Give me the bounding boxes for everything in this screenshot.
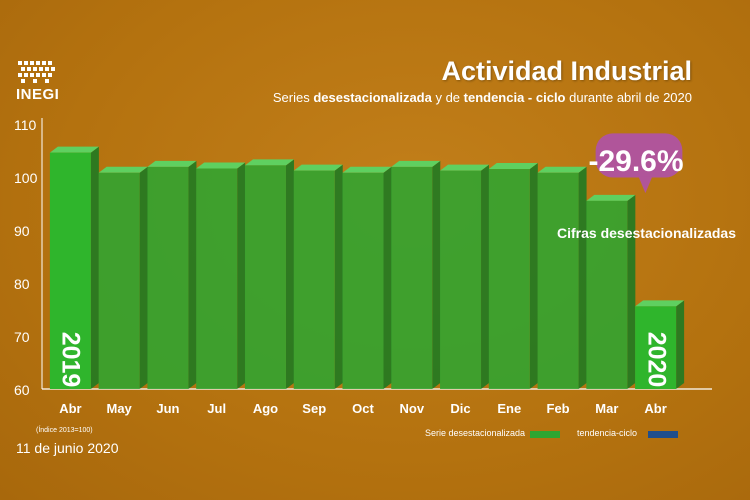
bar-side	[481, 164, 490, 389]
bar-top	[586, 194, 636, 201]
y-tick-label: 90	[14, 223, 30, 239]
bar-top	[391, 160, 441, 167]
y-tick-label: 110	[14, 117, 37, 133]
y-tick-label: 60	[14, 382, 30, 398]
y-tick-label: 80	[14, 276, 30, 292]
bar	[440, 170, 482, 389]
bar-side	[432, 160, 441, 389]
bar	[488, 169, 530, 389]
x-tick-label: Ago	[253, 401, 278, 416]
bar-side	[90, 146, 99, 389]
bar-top	[49, 146, 99, 153]
bar-top	[537, 166, 587, 173]
bar	[49, 152, 91, 389]
x-tick-label: May	[107, 401, 133, 416]
callout-value: -29.6%	[588, 145, 684, 178]
bar-top	[342, 166, 392, 173]
x-tick-label: Abr	[59, 401, 81, 416]
subtitle-part-3: y de	[431, 90, 464, 105]
legend-swatch-desestacionalizada	[530, 431, 560, 438]
x-tick-label: Mar	[595, 401, 618, 416]
bar	[342, 172, 384, 389]
bar	[635, 306, 677, 389]
bar-top	[440, 164, 490, 171]
bar-side	[237, 162, 246, 389]
bar	[147, 166, 189, 389]
bar-top	[244, 159, 294, 166]
x-tick-label: Sep	[302, 401, 326, 416]
bar	[293, 170, 335, 389]
bar-side	[578, 166, 587, 389]
logo-text: INEGI	[16, 86, 60, 103]
y-tick-label: 100	[14, 170, 38, 186]
inegi-logo-icon	[18, 61, 55, 83]
chart-subtitle: Series desestacionalizada y de tendencia…	[273, 90, 692, 105]
x-tick-label: Feb	[547, 401, 570, 416]
bar-top	[196, 162, 246, 169]
bar-side	[529, 163, 538, 389]
bar-top	[488, 163, 538, 170]
x-tick-label: Jul	[207, 401, 226, 416]
x-tick-label: Nov	[399, 401, 424, 416]
bar	[196, 168, 238, 389]
x-tick-label: Ene	[497, 401, 521, 416]
bar-side	[627, 194, 636, 389]
bar	[391, 166, 433, 389]
subtitle-part-4: tendencia - ciclo	[463, 90, 566, 105]
bar	[98, 172, 140, 389]
bar-side	[334, 164, 343, 389]
subtitle-part-5: durante abril de 2020	[565, 90, 692, 105]
x-tick-label: Dic	[450, 401, 470, 416]
publication-date: 11 de junio 2020	[16, 440, 119, 456]
index-note: (Índice 2013=100)	[36, 427, 93, 434]
x-tick-label: Oct	[352, 401, 374, 416]
bar	[244, 165, 286, 389]
chart-title: Actividad Industrial	[441, 56, 692, 86]
bar-side	[188, 160, 197, 389]
legend-label-desestacionalizada: Serie desestacionalizada	[425, 428, 526, 438]
year-label-start: 2019	[56, 331, 85, 388]
bar	[537, 172, 579, 389]
callout-bubble	[595, 133, 683, 194]
callout-label: Cifras desestacionalizadas	[557, 225, 736, 241]
bar-top	[147, 160, 197, 167]
subtitle-part-1: Series	[272, 90, 314, 105]
bar-side	[139, 166, 148, 389]
legend-swatch-tendencia	[648, 431, 678, 438]
bar-side	[676, 300, 685, 389]
year-label-end: 2020	[642, 331, 671, 388]
bar-top	[635, 300, 685, 307]
bar-top	[98, 166, 148, 173]
bar-side	[285, 159, 294, 389]
bar-top	[293, 164, 343, 171]
y-tick-label: 70	[14, 329, 30, 345]
x-tick-label: Abr	[644, 401, 666, 416]
bar-side	[383, 166, 392, 389]
subtitle-part-2: desestacionalizada	[313, 90, 432, 105]
x-tick-label: Jun	[156, 401, 179, 416]
legend-label-tendencia: tendencia-ciclo	[577, 428, 638, 438]
bar	[586, 200, 628, 389]
